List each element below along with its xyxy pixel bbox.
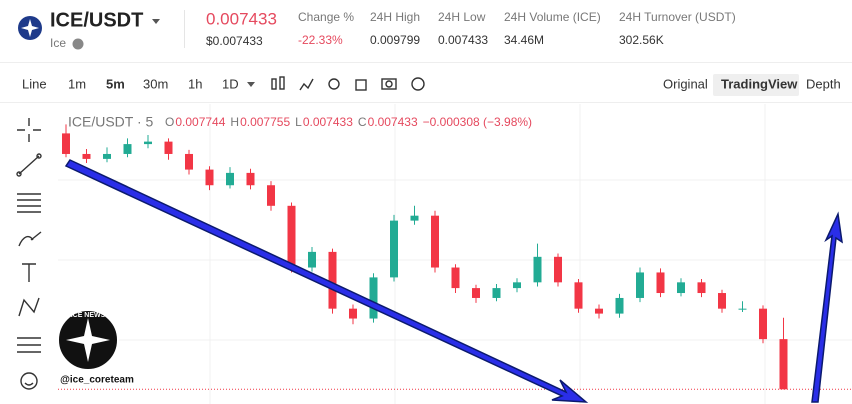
legend-title: ICE/USDT · 5 [68,114,154,130]
ohlc-value: 0.007433 [303,115,353,129]
interval-button[interactable]: 30m [143,76,168,91]
candle-body [390,220,398,278]
ohlc-label: H [230,115,239,129]
divider [0,62,852,63]
interval-button[interactable]: 5m [106,76,125,91]
watermark-brand: ICE NEWS [71,312,106,319]
ohlc-label: O [165,115,174,129]
legend-change: −0.000308 (−3.98%) [423,115,532,129]
candle-body [656,272,665,294]
coin-name: Ice [50,36,66,50]
stat-value: 0.007433 [438,33,488,47]
candle-body [164,141,173,154]
divider [184,10,185,48]
candle-body [697,282,706,294]
candle-body [328,251,337,309]
toolbar-icons[interactable] [271,76,425,91]
candle-body [369,277,378,319]
view-button[interactable]: Original [663,76,708,91]
candle-body [349,308,357,319]
candle-body [287,205,296,268]
stat-value: -22.33% [298,33,343,47]
candle-body [226,172,234,186]
interval-caret[interactable] [247,82,255,87]
candle-body [513,282,521,289]
stat-value: 302.56K [619,33,664,47]
ohlc-value: 0.007433 [368,115,418,129]
watermark-star [66,318,110,362]
view-button[interactable]: TradingView [721,76,798,91]
candle-body [123,144,132,154]
candle-body [492,288,501,298]
info-icon[interactable] [72,38,84,50]
candle-body [759,308,767,340]
candle-body [677,282,685,294]
symbol-caret[interactable] [152,19,160,24]
interval-button[interactable]: 1h [188,76,202,91]
stat-label: 24H Volume (ICE) [504,10,601,24]
candle-body [574,282,583,309]
price-usd: $0.007433 [206,34,263,48]
candle-body [431,215,439,268]
candle-body [718,293,726,309]
candle-body [103,153,111,159]
candle-body [451,267,460,289]
candle-body [82,153,91,159]
drawing-tools[interactable] [16,118,42,390]
arrow-up [811,211,843,403]
candle-body [738,308,747,310]
stat-label: 24H High [370,10,420,24]
interval-button[interactable]: 1m [68,76,86,91]
divider [0,102,852,103]
stat-value: 0.009799 [370,33,420,47]
view-selected-bg [713,74,799,96]
candle-body [246,172,255,186]
candle-body [308,251,316,268]
stat-label: 24H Low [438,10,486,24]
candle-body [205,169,214,186]
candle-body [410,215,419,221]
candle-body [595,308,603,314]
candle-body [267,185,275,206]
ohlc-value: 0.007755 [240,115,290,129]
candle-body [554,256,562,283]
symbol[interactable]: ICE/USDT [50,9,143,31]
arrow-down [64,159,589,403]
candle-body [533,256,542,283]
ohlc-value: 0.007744 [175,115,225,129]
candle-body [636,272,644,298]
candle-body [185,153,193,170]
candle-body [472,288,480,298]
candle-body [615,297,624,314]
candle-body [62,133,70,154]
candle-body [144,141,152,145]
stat-value: 34.46M [504,33,544,47]
ohlc-label: L [295,115,302,129]
stat-label: 24H Turnover (USDT) [619,10,736,24]
interval-button[interactable]: 1D [222,76,239,91]
watermark-handle: @ice_coreteam [60,375,134,386]
view-button[interactable]: Depth [806,76,841,91]
interval-button[interactable]: Line [22,76,47,91]
ohlc-label: C [358,115,367,129]
coin-logo-star [21,19,39,37]
stat-label: Change % [298,10,354,24]
candle-body [779,339,788,390]
last-price: 0.007433 [206,9,277,28]
